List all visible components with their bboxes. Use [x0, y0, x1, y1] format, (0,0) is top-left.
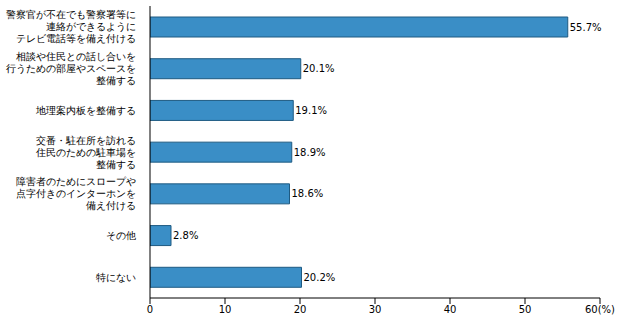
svg-text:2.8%: 2.8% — [173, 230, 198, 241]
svg-text:障害者のためにスロープや点字付きのインターホンを備え付ける: 障害者のためにスロープや点字付きのインターホンを備え付ける — [16, 176, 136, 211]
svg-text:19.1%: 19.1% — [295, 105, 327, 116]
svg-text:地理案内板を整備する: 地理案内板を整備する — [35, 105, 136, 116]
svg-text:18.9%: 18.9% — [294, 147, 326, 158]
svg-text:30: 30 — [369, 304, 382, 315]
svg-text:警察官が不在でも警察署等に連絡ができるようにテレビ電話等を備: 警察官が不在でも警察署等に連絡ができるようにテレビ電話等を備え付ける — [8, 9, 136, 44]
svg-text:交番・駐在所を訪れる住民のための駐車場を整備する: 交番・駐在所を訪れる住民のための駐車場を整備する — [36, 135, 136, 170]
svg-text:18.6%: 18.6% — [292, 188, 324, 199]
svg-text:60(%): 60(%) — [585, 304, 615, 315]
svg-text:20.1%: 20.1% — [303, 63, 335, 74]
svg-text:相談や住民との話し合いを行うための部屋やスペースを整備する: 相談や住民との話し合いを行うための部屋やスペースを整備する — [8, 51, 136, 86]
svg-text:10: 10 — [219, 304, 232, 315]
svg-text:特にない: 特にない — [96, 272, 136, 283]
svg-text:その他: その他 — [106, 230, 136, 241]
svg-text:40: 40 — [444, 304, 457, 315]
svg-text:55.7%: 55.7% — [570, 22, 602, 33]
svg-text:0: 0 — [147, 304, 153, 315]
svg-text:20: 20 — [294, 304, 307, 315]
svg-text:50: 50 — [519, 304, 532, 315]
svg-text:20.2%: 20.2% — [304, 272, 336, 283]
